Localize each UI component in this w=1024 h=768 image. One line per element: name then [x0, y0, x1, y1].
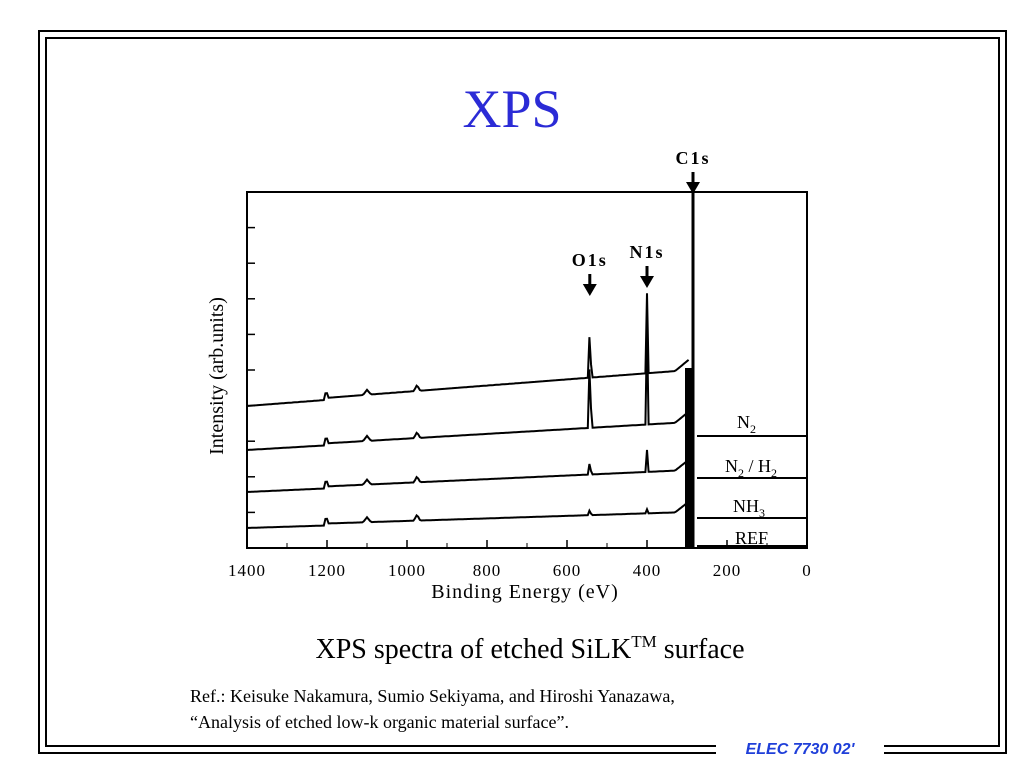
x-tick-label: 1200 — [308, 561, 346, 580]
x-axis-label: Binding Energy (eV) — [431, 581, 619, 603]
x-tick-label: 800 — [473, 561, 502, 580]
slide-frame-inner — [45, 37, 1000, 747]
caption-trademark: TM — [631, 632, 657, 651]
y-ticks — [247, 226, 255, 514]
y-axis-label: Intensity (arb.units) — [206, 297, 228, 455]
peak-arrow-head — [686, 182, 700, 194]
peak-label: N1s — [629, 242, 664, 262]
x-tick-label: 400 — [633, 561, 662, 580]
spectrum-line — [246, 293, 690, 407]
x-tick-label: 600 — [553, 561, 582, 580]
series-label-nh3: NH3 — [733, 496, 765, 520]
x-tick-label: 1000 — [388, 561, 426, 580]
reference: Ref.: Keisuke Nakamura, Sumio Sekiyama, … — [190, 683, 675, 735]
peak-label: O1s — [572, 250, 608, 270]
c1s-peak-region — [685, 368, 693, 548]
spectrum-line — [246, 449, 690, 493]
figure-caption: XPS spectra of etched SiLKTM surface — [0, 632, 1024, 666]
caption-main: XPS spectra of etched SiLK — [315, 634, 632, 665]
slide-title: XPS — [462, 79, 562, 139]
x-tick-label: 1400 — [228, 561, 266, 580]
xps-chart: 1400 1200 1000 800 600 400 200 0 O1s N1s C1s N2 N… — [206, 148, 812, 603]
plot-frame — [246, 191, 808, 549]
series-label-box — [697, 435, 807, 547]
spectra-group — [246, 192, 695, 548]
x-tick-label: 200 — [713, 561, 742, 580]
series-label-n2: N2 — [737, 412, 756, 436]
reference-line-2: “Analysis of etched low-k organic materi… — [190, 712, 570, 732]
spectrum-line — [246, 501, 690, 529]
peak-arrow-head — [582, 284, 597, 296]
slide-frame-outer — [38, 30, 1007, 754]
peak-arrow-head — [640, 276, 654, 288]
caption-tail: surface — [656, 634, 745, 665]
peak-markers: O1s N1s C1s — [572, 148, 710, 296]
spectrum-line — [246, 328, 690, 451]
reference-line-1: Ref.: Keisuke Nakamura, Sumio Sekiyama, … — [190, 686, 675, 706]
x-tick-label: 0 — [802, 561, 812, 580]
series-label-n2h2: N2 / H2 — [725, 456, 777, 480]
series-label-ref: REF — [735, 528, 768, 548]
course-tag: ELEC 7730 02' — [716, 737, 884, 763]
peak-label: C1s — [675, 148, 710, 168]
